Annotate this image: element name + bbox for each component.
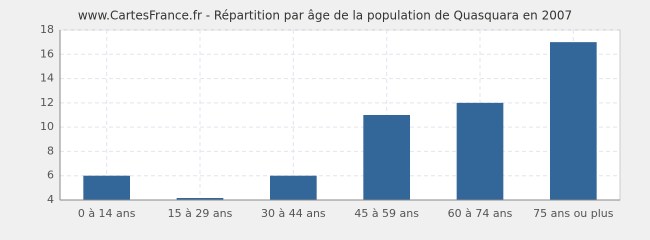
y-tick-label: 10 xyxy=(40,120,54,133)
bar xyxy=(550,42,597,201)
y-tick-label: 4 xyxy=(47,193,54,206)
x-tick-label: 30 à 44 ans xyxy=(261,207,326,220)
y-tick-label: 18 xyxy=(40,23,54,36)
page: www.CartesFrance.fr - Répartition par âg… xyxy=(40,8,621,220)
chart-title: www.CartesFrance.fr - Répartition par âg… xyxy=(78,9,572,23)
y-tick-label: 6 xyxy=(47,169,54,182)
chart: www.CartesFrance.fr - Répartition par âg… xyxy=(40,8,621,220)
x-tick-label: 0 à 14 ans xyxy=(78,207,136,220)
plot-area xyxy=(59,29,621,201)
bar xyxy=(363,115,410,200)
bar xyxy=(270,175,317,200)
x-tick-label: 15 à 29 ans xyxy=(168,207,233,220)
bar xyxy=(456,102,504,200)
bar xyxy=(176,198,224,200)
y-tick-label: 12 xyxy=(40,96,54,109)
y-tick-label: 16 xyxy=(40,47,54,60)
x-tick-label: 60 à 74 ans xyxy=(448,207,513,220)
bar xyxy=(83,175,130,200)
y-tick-label: 8 xyxy=(47,144,54,157)
y-tick-label: 14 xyxy=(40,72,54,85)
x-tick-label: 45 à 59 ans xyxy=(354,207,419,220)
x-tick-label: 75 ans ou plus xyxy=(533,207,614,220)
